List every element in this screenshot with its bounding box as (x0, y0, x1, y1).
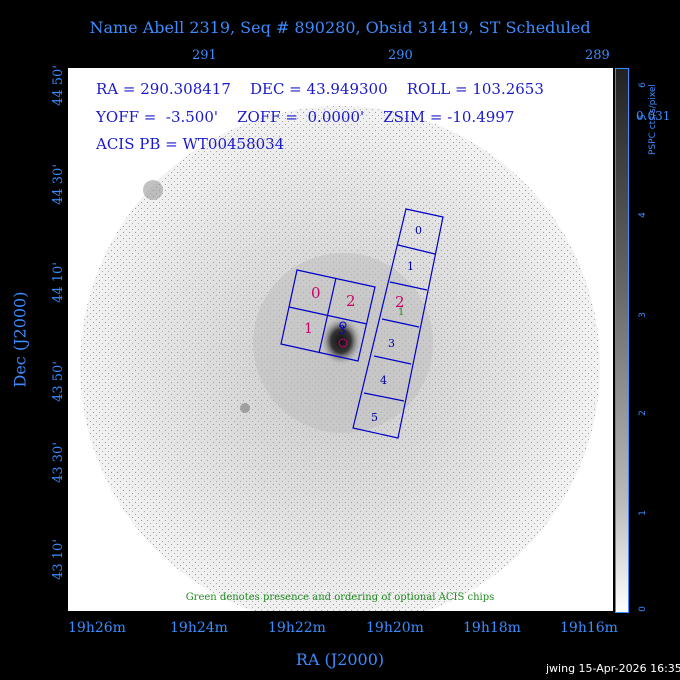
acis-i-chip-label: 1 (304, 321, 313, 337)
source-blob (240, 403, 250, 413)
source-blob (143, 180, 163, 200)
dec-tick: 43 10' (50, 539, 66, 580)
sky-image-panel: 0 2 1 3 0 1 2 3 4 5 1 (68, 68, 613, 611)
x-axis-label: RA (J2000) (295, 650, 385, 669)
colorbar-partial-label: 0.031 (636, 109, 671, 123)
optional-chips-note: Green denotes presence and ordering of o… (185, 592, 495, 603)
acis-s-array (352, 208, 444, 439)
ra-deg-tick-290: 290 (388, 48, 413, 63)
optional-chip-label: 1 (398, 307, 404, 318)
y-axis-label: Dec (J2000) (10, 291, 30, 388)
pointing-line-3: ACIS PB = WT00458034 (96, 135, 285, 153)
dec-tick: 44 50' (50, 65, 66, 106)
cluster-core (319, 315, 363, 367)
aimpoint-marker (339, 321, 347, 329)
ra-hms-tick: 19h18m (463, 620, 521, 636)
sky-image: 0 2 1 3 0 1 2 3 4 5 1 (80, 106, 600, 611)
dec-tick: 43 30' (50, 442, 66, 483)
ra-deg-tick-289: 289 (585, 48, 610, 63)
pointing-line-2: YOFF = -3.500' ZOFF = 0.0000' ZSIM = -10… (96, 108, 515, 126)
acis-s-chip-label: 1 (407, 260, 414, 273)
colorbar-tick: 0 (637, 606, 648, 612)
acis-i-chip-label: 0 (311, 284, 321, 302)
colorbar-tick: 6 (637, 82, 648, 88)
ra-hms-tick: 19h16m (560, 620, 618, 636)
ra-hms-tick: 19h26m (68, 620, 126, 636)
colorbar-tick: 1 (637, 510, 648, 516)
colorbar (615, 68, 629, 613)
acis-i-chip-label: 3 (338, 323, 346, 337)
pointing-line-1: RA = 290.308417 DEC = 43.949300 ROLL = 1… (96, 80, 544, 98)
dec-tick: 44 10' (50, 262, 66, 303)
ra-hms-tick: 19h24m (170, 620, 228, 636)
target-marker (338, 338, 348, 348)
timestamp: jwing 15-Apr-2026 16:35 (546, 662, 680, 675)
dec-tick: 44 30' (50, 164, 66, 205)
acis-i-chip-label: 2 (346, 292, 356, 310)
acis-s-chip-label: 4 (380, 374, 387, 387)
ra-hms-tick: 19h20m (366, 620, 424, 636)
colorbar-tick: 3 (637, 312, 648, 318)
ra-hms-tick: 19h22m (268, 620, 326, 636)
ra-deg-tick-291: 291 (192, 48, 217, 63)
acis-s-chip-label: 5 (371, 411, 378, 424)
acis-s-chip-label: 3 (388, 337, 395, 350)
dec-tick: 43 50' (50, 361, 66, 402)
colorbar-tick: 2 (637, 410, 648, 416)
page-title: Name Abell 2319, Seq # 890280, Obsid 314… (89, 18, 591, 37)
acis-s-chip-label: 2 (395, 293, 405, 311)
colorbar-tick: 4 (637, 212, 648, 218)
acis-i-array (280, 269, 376, 362)
acis-s-chip-label: 0 (415, 224, 422, 237)
